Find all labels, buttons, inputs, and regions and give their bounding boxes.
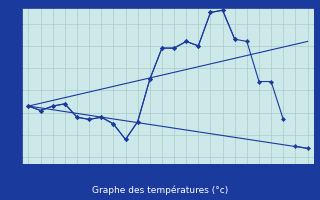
Text: Graphe des températures (°c): Graphe des températures (°c) — [92, 185, 228, 195]
